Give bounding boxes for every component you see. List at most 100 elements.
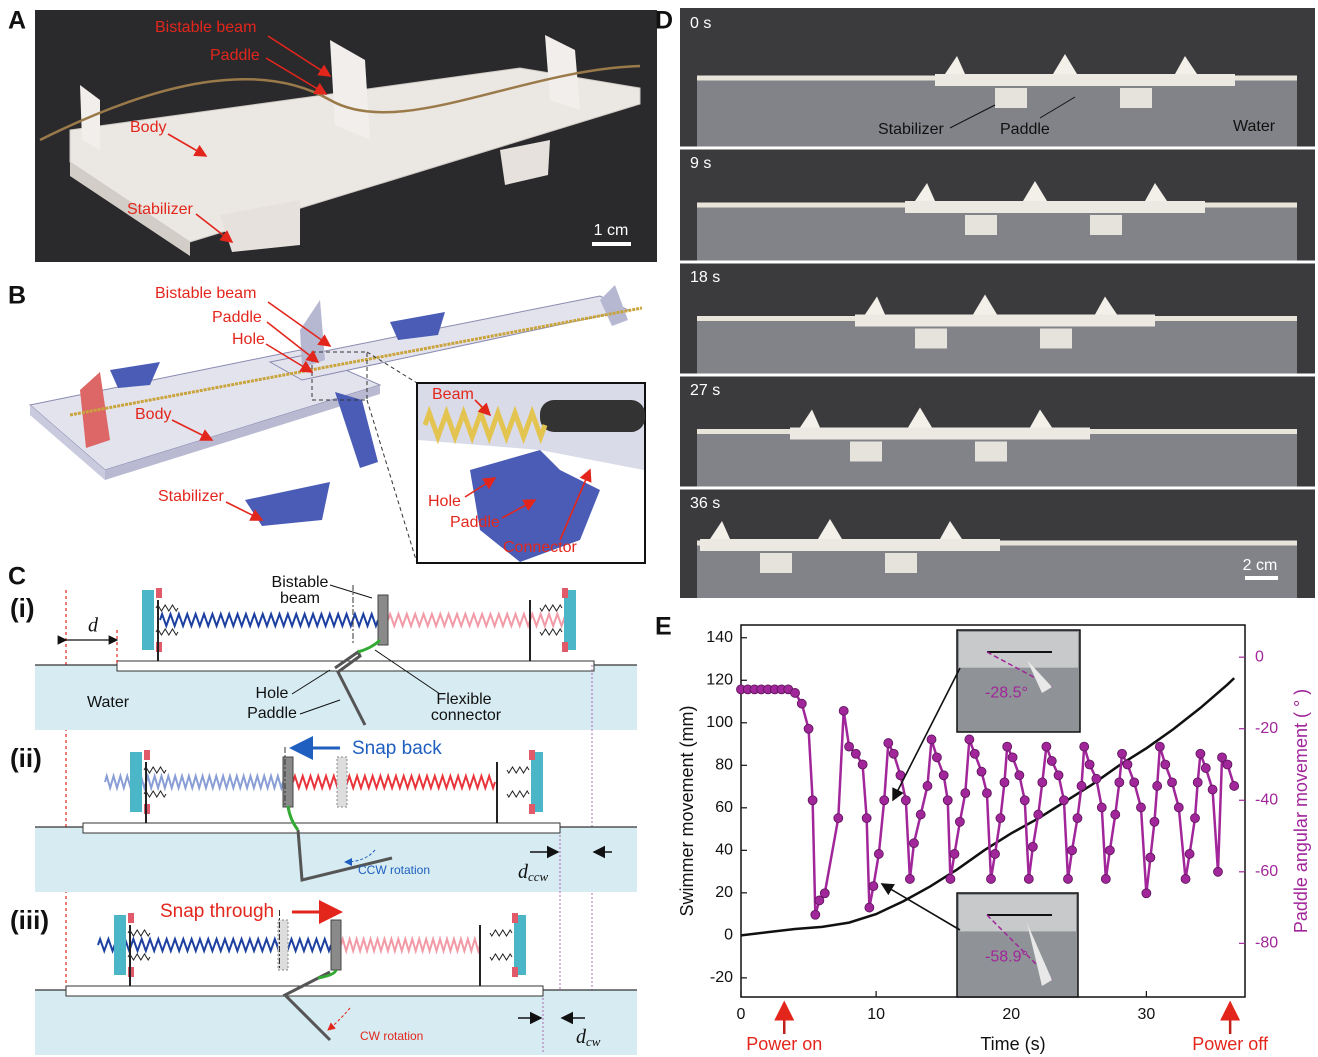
- y-axis-label: Swimmer movement (mm): [677, 705, 697, 916]
- data-point: [868, 881, 879, 892]
- data-point: [1033, 809, 1044, 820]
- spring: [539, 604, 563, 612]
- x-tick-label: 10: [867, 1006, 885, 1023]
- data-point: [1141, 888, 1152, 899]
- label: Water: [87, 694, 130, 711]
- data-point: [990, 849, 1000, 859]
- data-point: [1007, 752, 1018, 763]
- label: Stabilizer: [158, 488, 224, 505]
- data-point: [819, 888, 830, 899]
- data-point: [1046, 756, 1057, 766]
- label: Hole: [256, 685, 289, 702]
- line: [299, 699, 341, 715]
- paddle-frame: [330, 40, 370, 140]
- clamp: [142, 590, 154, 650]
- stabilizer: [965, 215, 997, 235]
- label: dcw: [576, 1026, 601, 1049]
- data-point: [1079, 741, 1090, 752]
- y-tick-label: 40: [715, 842, 733, 859]
- spring: [155, 628, 179, 636]
- stabilizer: [390, 312, 445, 340]
- spring: [422, 405, 548, 445]
- y2-tick-label: -40: [1255, 791, 1278, 808]
- frame: [945, 56, 965, 74]
- arrow: [265, 57, 328, 95]
- label-main: d: [518, 861, 529, 883]
- data-point: [1129, 777, 1140, 788]
- data-point: [857, 759, 868, 770]
- data-point: [1152, 781, 1163, 791]
- frame: [600, 285, 628, 326]
- data-point: [1053, 770, 1064, 781]
- inset-paddle: [1027, 923, 1052, 986]
- body-edge: [105, 385, 380, 480]
- y-tick-label: 120: [706, 671, 733, 688]
- label: CW rotation: [360, 1029, 423, 1043]
- stabilizer: [850, 441, 882, 462]
- data-point: [1027, 841, 1038, 852]
- data-point: [838, 705, 849, 716]
- data-point: [879, 795, 890, 806]
- arrow: [559, 468, 592, 541]
- data-point: [1173, 802, 1184, 813]
- frame-time: 9 s: [690, 155, 711, 172]
- glass: [697, 318, 1297, 375]
- body: [82, 822, 561, 834]
- data-point: [1037, 777, 1048, 788]
- bistable-beam: [39, 64, 641, 142]
- panel-label: A: [8, 7, 26, 35]
- data-point: [1145, 852, 1156, 863]
- line: [374, 649, 441, 695]
- scale-label: 1 cm: [594, 222, 629, 239]
- spring: [155, 604, 179, 612]
- label: Connector: [503, 539, 577, 556]
- stabilizer: [885, 553, 917, 573]
- spring: [127, 929, 151, 937]
- paddle: [334, 649, 367, 726]
- line: [366, 351, 418, 384]
- stop: [529, 750, 535, 760]
- swimmer: [905, 201, 1205, 213]
- data-point: [1023, 874, 1034, 884]
- data-point: [790, 688, 800, 698]
- y-tick-label: 140: [706, 629, 733, 646]
- scale-label: 2 cm: [1243, 557, 1278, 574]
- arrow: [892, 667, 961, 802]
- data-point: [1200, 763, 1211, 773]
- stabilizer: [975, 441, 1007, 462]
- clamp: [531, 752, 543, 812]
- data-point: [850, 748, 861, 759]
- stage-label: (iii): [10, 905, 49, 935]
- paddle: [282, 970, 332, 1042]
- stage-label: (ii): [10, 743, 42, 773]
- x-tick-label: 20: [1002, 1006, 1020, 1023]
- frame: [940, 521, 962, 539]
- stop: [144, 750, 150, 760]
- data-point: [1180, 874, 1191, 884]
- spring: [539, 628, 563, 636]
- water: [35, 827, 637, 892]
- stabilizer: [1090, 215, 1122, 235]
- glass: [697, 543, 1297, 598]
- stop: [529, 804, 535, 814]
- data-point: [969, 748, 980, 759]
- spring: [506, 790, 530, 798]
- data-point: [1136, 802, 1146, 813]
- line: [986, 651, 1053, 688]
- stabilizer: [760, 553, 792, 573]
- spring: [340, 935, 481, 955]
- body: [116, 660, 595, 672]
- label: Paddle: [247, 705, 297, 722]
- label-sub: ccw: [528, 869, 549, 884]
- data-point: [1110, 809, 1121, 820]
- spring: [143, 790, 167, 798]
- arrow: [195, 213, 234, 243]
- data-point: [995, 813, 1006, 824]
- data-point: [814, 895, 825, 906]
- data-point: [1084, 759, 1095, 770]
- arrow: [267, 35, 332, 77]
- y-tick-label: 100: [706, 714, 733, 731]
- flexible-connector: [317, 969, 338, 980]
- data-point: [949, 849, 960, 859]
- line: [1039, 96, 1076, 119]
